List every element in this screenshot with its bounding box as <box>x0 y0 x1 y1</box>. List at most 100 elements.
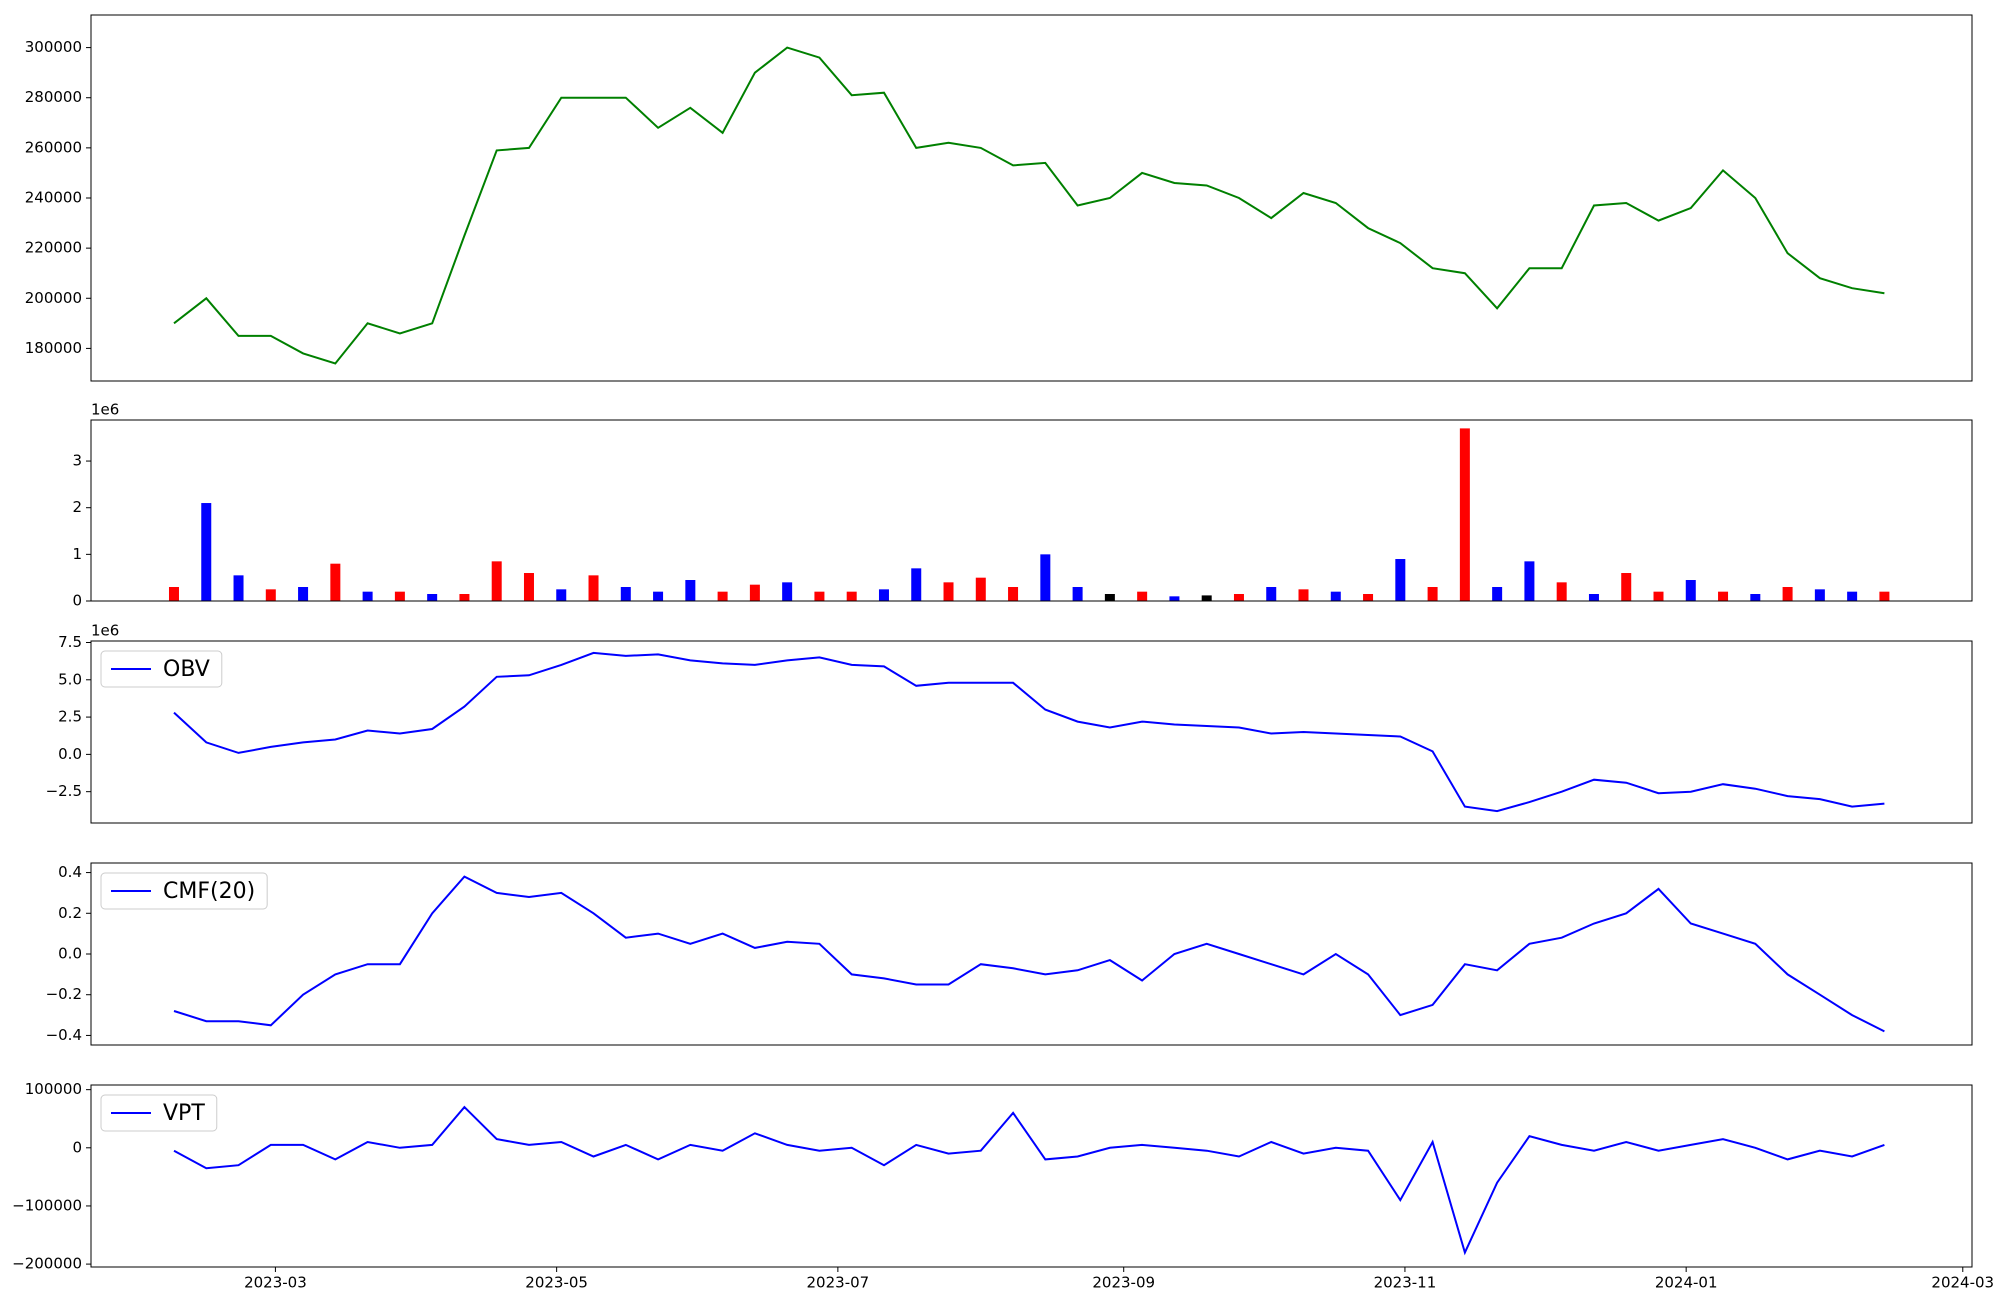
bar <box>975 577 986 601</box>
bar <box>1814 589 1825 601</box>
y-tick-label: 0 <box>72 592 82 610</box>
y-tick-label: 7.5 <box>58 633 82 651</box>
legend-box <box>100 1094 218 1132</box>
bar <box>878 589 889 601</box>
legend-label: CMF(20) <box>163 879 255 904</box>
legend-box <box>100 872 268 910</box>
bar <box>394 591 405 601</box>
bar <box>1427 587 1438 601</box>
bar <box>491 561 502 601</box>
bar <box>1233 594 1244 601</box>
bar <box>1104 594 1115 601</box>
bar <box>1653 591 1664 601</box>
bar <box>1879 591 1890 601</box>
x-tick-label: 2023-03 <box>244 1274 307 1292</box>
bar <box>298 587 309 601</box>
bar <box>1330 591 1341 601</box>
offset-text: 1e6 <box>91 401 119 419</box>
bar <box>749 584 760 601</box>
bar <box>1169 596 1180 601</box>
y-tick-label: 200000 <box>25 289 82 307</box>
bar <box>1524 561 1535 601</box>
y-tick-label: 0.0 <box>58 745 82 763</box>
y-tick-label: −2.5 <box>46 782 82 800</box>
y-tick-label: −200000 <box>12 1255 82 1273</box>
legend-label: OBV <box>163 657 210 682</box>
bar <box>1718 591 1729 601</box>
x-tick-label: 2024-01 <box>1655 1274 1718 1292</box>
x-tick-label: 2024-03 <box>1931 1274 1994 1292</box>
bar <box>1847 591 1858 601</box>
y-tick-label: 100000 <box>25 1080 82 1098</box>
legend-label: VPT <box>163 1101 205 1126</box>
bar <box>653 591 664 601</box>
y-tick-label: 0.2 <box>58 904 82 922</box>
bar <box>1363 594 1374 601</box>
bar <box>814 591 825 601</box>
bar <box>1266 587 1277 601</box>
y-tick-label: −0.2 <box>46 985 82 1003</box>
bar <box>717 591 728 601</box>
bar <box>265 589 276 601</box>
bar <box>943 582 954 601</box>
x-tick-label: 2023-09 <box>1092 1274 1155 1292</box>
legend: CMF(20) <box>100 872 268 910</box>
bar <box>168 587 179 601</box>
plot-frame <box>90 640 1973 824</box>
y-tick-label: 0.0 <box>58 945 82 963</box>
legend: OBV <box>100 650 223 688</box>
bar <box>782 582 793 601</box>
x-tick-label: 2023-07 <box>807 1274 870 1292</box>
x-tick-label: 2023-05 <box>525 1274 588 1292</box>
legend-box <box>100 650 223 688</box>
bar <box>685 580 696 601</box>
bar <box>1137 591 1148 601</box>
bar <box>1201 595 1212 601</box>
y-tick-label: 2.5 <box>58 708 82 726</box>
line <box>173 1105 1885 1256</box>
line <box>173 46 1885 365</box>
bar <box>1750 594 1761 601</box>
bar <box>459 594 470 601</box>
y-tick-label: 1 <box>72 545 82 563</box>
bar <box>1395 559 1406 601</box>
plot-frame <box>90 1084 1973 1268</box>
plot-frame <box>90 14 1973 382</box>
bar <box>911 568 922 601</box>
bar <box>201 503 212 601</box>
bar <box>427 594 438 601</box>
y-tick-label: −100000 <box>12 1196 82 1214</box>
y-tick-label: 0.4 <box>58 863 82 881</box>
bar <box>233 575 244 601</box>
line <box>173 875 1885 1033</box>
bar <box>1782 587 1793 601</box>
y-tick-label: 240000 <box>25 189 82 207</box>
y-tick-label: −0.4 <box>46 1026 82 1044</box>
y-tick-label: 3 <box>72 452 82 470</box>
y-tick-label: 280000 <box>25 88 82 106</box>
legend: VPT <box>100 1094 218 1132</box>
bar <box>1588 594 1599 601</box>
bar <box>1459 428 1470 601</box>
y-tick-label: 5.0 <box>58 670 82 688</box>
bar <box>1298 589 1309 601</box>
bar <box>1492 587 1503 601</box>
offset-text: 1e6 <box>91 622 119 640</box>
bar <box>620 587 631 601</box>
bar <box>1556 582 1567 601</box>
x-tick-label: 2023-11 <box>1374 1274 1437 1292</box>
bar <box>1621 573 1632 601</box>
y-tick-label: 2 <box>72 498 82 516</box>
bar <box>1040 554 1051 601</box>
bar <box>523 573 534 601</box>
line <box>173 651 1885 813</box>
bar <box>1072 587 1083 601</box>
plot-frame <box>90 419 1973 602</box>
bar <box>846 591 857 601</box>
y-tick-label: 220000 <box>25 239 82 257</box>
y-tick-label: 180000 <box>25 339 82 357</box>
bar <box>1685 580 1696 601</box>
bar <box>1008 587 1019 601</box>
bar <box>588 575 599 601</box>
